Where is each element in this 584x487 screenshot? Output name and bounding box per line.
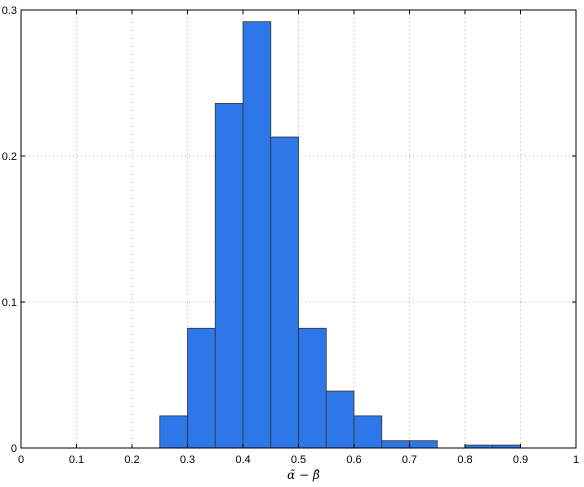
histogram-bar <box>242 21 272 449</box>
y-tick-label: 0.1 <box>2 297 17 309</box>
histogram-bar <box>159 415 188 449</box>
histogram-bar <box>325 390 355 449</box>
histogram-bar <box>353 415 383 449</box>
histogram-bars <box>159 21 521 449</box>
x-tick-label: 0.7 <box>402 454 417 466</box>
histogram-bar <box>409 440 438 449</box>
histogram-bar <box>381 440 410 449</box>
histogram-bar <box>214 103 244 449</box>
x-axis-ticks: 0 0.1 0.2 0.3 0.4 0.5 0.6 0.7 0.8 0.9 1 <box>18 10 579 466</box>
x-tick-label: 0.3 <box>180 454 195 466</box>
histogram-bar <box>187 327 216 449</box>
y-tick-label: 0.2 <box>2 151 17 163</box>
x-tick-label: 0.8 <box>457 454 472 466</box>
x-tick-label: 0.4 <box>235 454 250 466</box>
y-axis-ticks: 0 0.1 0.2 0.3 <box>2 5 576 455</box>
x-tick-label: 0.1 <box>69 454 84 466</box>
x-tick-label: 0.9 <box>513 454 528 466</box>
x-tick-label: 0.6 <box>346 454 361 466</box>
x-tick-label: 0.2 <box>124 454 139 466</box>
y-tick-label: 0.3 <box>2 5 17 17</box>
x-tick-label: 1 <box>573 454 579 466</box>
histogram-bar <box>270 136 299 449</box>
x-tick-label: 0.5 <box>291 454 306 466</box>
histogram-bar <box>298 327 327 449</box>
x-axis-label: α̃ − β̂ <box>287 468 320 482</box>
y-tick-label: 0 <box>11 443 17 455</box>
x-tick-label: 0 <box>18 454 24 466</box>
